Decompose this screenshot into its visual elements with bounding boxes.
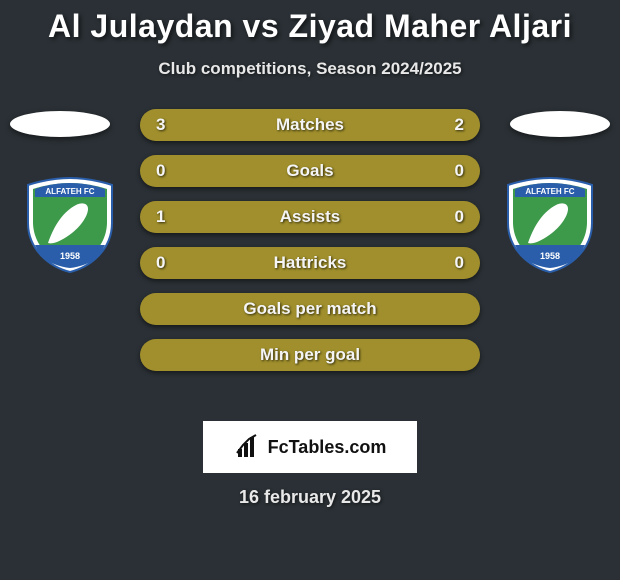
page-title: Al Julaydan vs Ziyad Maher Aljari [0,0,620,45]
stat-rows: 3 Matches 2 0 Goals 0 1 Assists 0 0 Hatt… [140,109,480,385]
stat-row: 3 Matches 2 [140,109,480,141]
stat-right-value: 0 [455,253,464,273]
badge-left-year: 1958 [60,251,80,261]
stat-label: Matches [140,115,480,135]
player-right-ellipse [510,111,610,137]
badge-left-name: ALFATEH FC [45,187,94,196]
club-badge-right: ALFATEH FC 1958 [500,175,600,275]
brand-text: FcTables.com [268,437,387,458]
stat-left-value: 3 [156,115,165,135]
stat-left-value: 0 [156,253,165,273]
stat-right-value: 0 [455,161,464,181]
stat-row: 0 Hattricks 0 [140,247,480,279]
stat-right-value: 0 [455,207,464,227]
stat-label: Min per goal [140,345,480,365]
chart-icon [234,433,262,461]
stat-row: Min per goal [140,339,480,371]
stat-label: Goals [140,161,480,181]
date-text: 16 february 2025 [0,487,620,508]
stat-row: 0 Goals 0 [140,155,480,187]
comparison-panel: ALFATEH FC 1958 ALFATEH FC 1958 3 Matche… [0,109,620,419]
stat-label: Hattricks [140,253,480,273]
stat-row: Goals per match [140,293,480,325]
page-subtitle: Club competitions, Season 2024/2025 [0,59,620,79]
stat-row: 1 Assists 0 [140,201,480,233]
brand-logo[interactable]: FcTables.com [203,421,417,473]
stat-left-value: 0 [156,161,165,181]
stat-left-value: 1 [156,207,165,227]
club-badge-left: ALFATEH FC 1958 [20,175,120,275]
badge-right-year: 1958 [540,251,560,261]
stat-right-value: 2 [455,115,464,135]
stat-label: Goals per match [140,299,480,319]
player-left-ellipse [10,111,110,137]
stat-label: Assists [140,207,480,227]
badge-right-name: ALFATEH FC [525,187,574,196]
